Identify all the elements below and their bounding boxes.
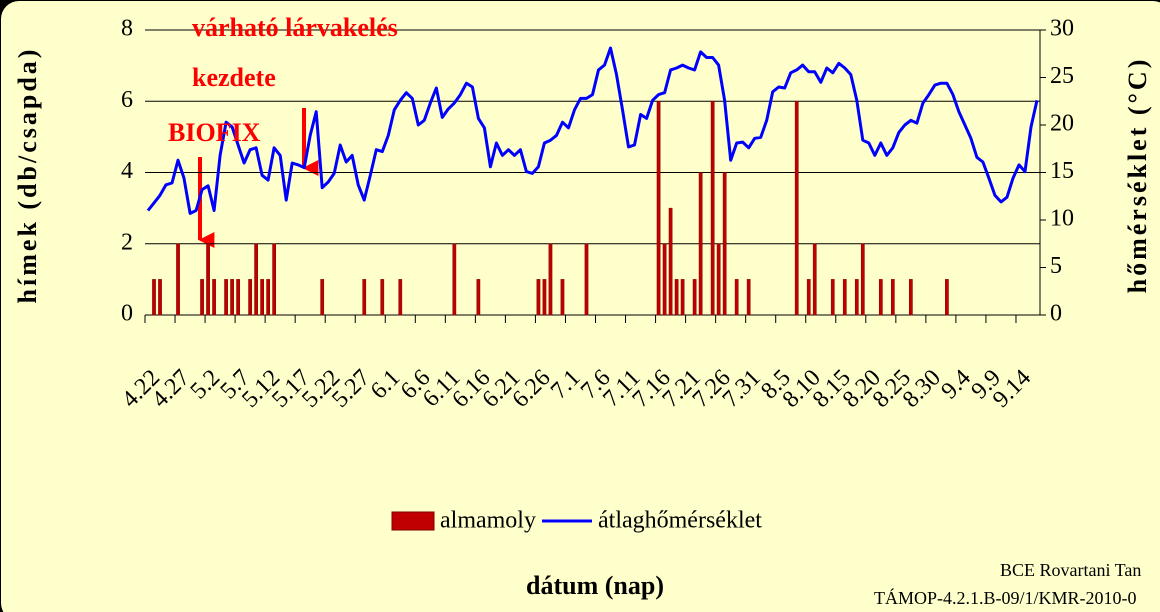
bar — [710, 101, 715, 316]
bar — [909, 279, 913, 316]
y2-tick-label: 0 — [1050, 301, 1062, 327]
bar — [890, 279, 895, 316]
bar — [452, 243, 457, 316]
bar — [722, 172, 727, 316]
bar — [584, 243, 589, 316]
bar — [560, 279, 565, 316]
y-tick-label: 8 — [121, 16, 133, 42]
bar — [746, 279, 751, 316]
bar — [176, 243, 180, 316]
bar — [945, 279, 949, 316]
bar — [860, 243, 865, 316]
y2-tick-label: 5 — [1050, 253, 1062, 279]
bar — [254, 243, 258, 316]
bar — [542, 279, 547, 316]
bar — [272, 243, 276, 316]
bar — [320, 279, 325, 316]
y-tick-label: 2 — [121, 229, 133, 255]
bar — [698, 172, 703, 316]
bar — [158, 279, 162, 316]
bar — [842, 279, 847, 316]
bar — [716, 243, 721, 316]
y-tick-label: 4 — [121, 158, 133, 184]
bar — [806, 279, 811, 316]
bar — [380, 279, 385, 316]
annotation: várható lárvakelés — [192, 13, 398, 42]
bar — [152, 279, 156, 316]
bar — [398, 279, 403, 316]
bar — [734, 279, 739, 316]
bar — [812, 243, 817, 316]
y2-tick-label: 15 — [1050, 158, 1074, 184]
bar — [224, 279, 228, 316]
bar — [236, 279, 240, 316]
x-axis-title: dátum (nap) — [526, 571, 664, 600]
y2-axis-title: hőmérséklet (°C) — [1123, 57, 1152, 294]
y-tick-label: 6 — [121, 87, 133, 113]
source: BCE Rovartani Tan — [1000, 560, 1141, 580]
bar — [212, 279, 216, 316]
bar — [362, 279, 367, 316]
bar — [830, 279, 835, 316]
bar — [476, 279, 481, 316]
bar — [692, 279, 697, 316]
bar — [656, 101, 661, 316]
bar — [200, 279, 204, 316]
y2-tick-label: 25 — [1050, 63, 1074, 89]
bar — [248, 279, 252, 316]
bar — [680, 279, 685, 316]
y2-tick-label: 10 — [1050, 206, 1074, 232]
bar — [266, 279, 270, 316]
legend-swatch — [391, 511, 435, 531]
bar — [536, 279, 541, 316]
bar — [674, 279, 679, 316]
y-tick-label: 0 — [121, 301, 133, 327]
line — [146, 46, 1039, 215]
bar — [878, 279, 883, 316]
y-axis-title: hímek (db/csapda) — [13, 47, 42, 304]
y2-tick-label: 30 — [1050, 16, 1074, 42]
bar — [794, 101, 799, 316]
legend-label: átlaghőmérséklet — [598, 508, 762, 534]
bar — [854, 279, 859, 316]
legend-label: almamoly — [440, 508, 536, 534]
bar — [662, 243, 667, 316]
bar — [260, 279, 264, 316]
bar — [548, 243, 553, 316]
annotation: BIOFIX — [168, 118, 261, 147]
source: TÁMOP-4.2.1.B-09/1/KMR-2010-0 — [874, 587, 1137, 608]
y2-tick-label: 20 — [1050, 111, 1074, 137]
bar — [668, 207, 673, 316]
bar — [230, 279, 234, 316]
bar — [206, 243, 210, 316]
annotation: kezdete — [192, 63, 276, 92]
